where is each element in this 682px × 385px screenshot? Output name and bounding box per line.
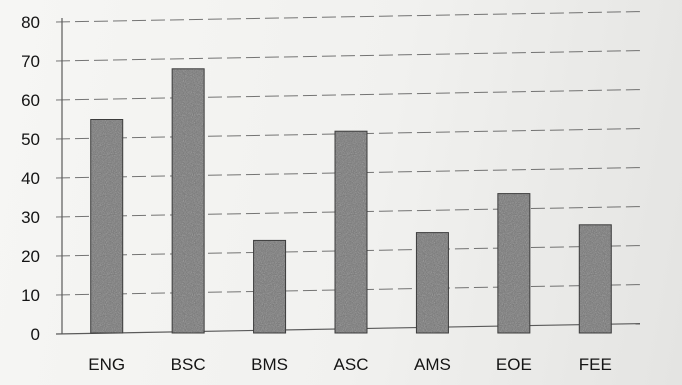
gridline: [55, 50, 641, 62]
y-tick-label: 80: [21, 13, 40, 32]
x-tick-label: BSC: [171, 355, 206, 374]
x-tick-label: FEE: [579, 355, 612, 374]
x-tick-label: ENG: [88, 355, 125, 374]
bar-eng: [90, 119, 124, 334]
bar-ams: [415, 232, 449, 334]
y-tick-label: 70: [21, 52, 40, 71]
y-tick-label: 50: [21, 130, 40, 149]
bars: [90, 68, 612, 334]
x-tick-labels: ENG BSC BMS ASC AMS EOE FEE: [88, 355, 612, 374]
bar-bms: [253, 239, 287, 334]
bar-eoe: [497, 193, 531, 334]
bar-fee: [578, 224, 612, 334]
y-tick-label: 20: [21, 247, 40, 266]
y-tick-label: 40: [21, 169, 40, 188]
y-tick-label: 60: [21, 91, 40, 110]
gridline: [55, 89, 641, 101]
y-tick-labels: 0 10 20 30 40 50 60 70 80: [21, 13, 40, 344]
y-tick-label: 30: [21, 208, 40, 227]
gridline: [55, 11, 641, 23]
y-tick-label: 10: [21, 286, 40, 305]
x-tick-label: AMS: [414, 355, 451, 374]
bar-bsc: [171, 68, 205, 334]
x-tick-label: EOE: [496, 355, 532, 374]
x-tick-label: ASC: [334, 355, 369, 374]
y-tick-label: 0: [31, 325, 40, 344]
x-tick-label: BMS: [251, 355, 288, 374]
bar-asc: [334, 130, 368, 334]
